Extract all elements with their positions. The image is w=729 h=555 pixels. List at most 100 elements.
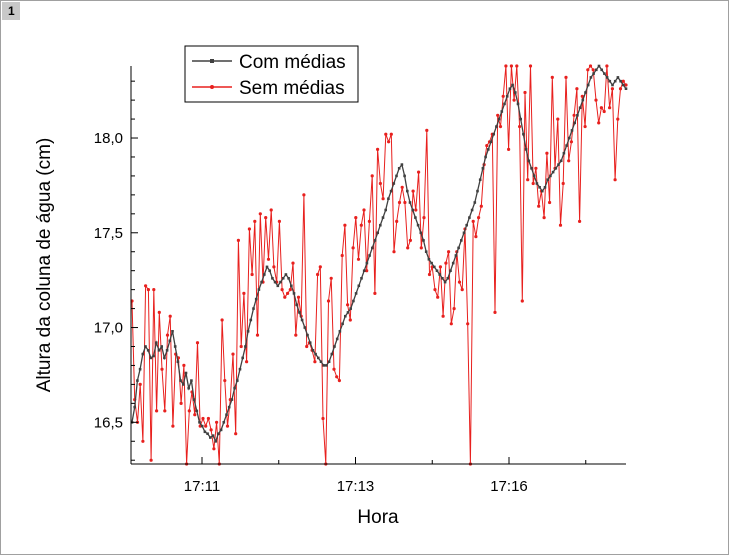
point-sem-medias (356, 257, 361, 261)
y-tick-label: 17,5 (94, 225, 123, 242)
point-sem-medias (231, 352, 235, 356)
point-sem-medias (392, 250, 396, 254)
point-sem-medias (283, 295, 287, 299)
point-com-medias (616, 76, 620, 79)
point-com-medias (263, 273, 266, 276)
point-com-medias (481, 167, 485, 170)
point-sem-medias (507, 147, 511, 151)
page-number-tab[interactable]: 1 (2, 2, 20, 20)
point-sem-medias (286, 291, 290, 295)
point-sem-medias (406, 246, 410, 250)
point-sem-medias (337, 379, 341, 383)
point-sem-medias (313, 360, 317, 364)
point-com-medias (141, 352, 145, 356)
point-sem-medias (201, 416, 205, 421)
x-tick-label: 17:11 (184, 478, 220, 495)
point-com-medias (389, 189, 393, 193)
point-com-medias (373, 239, 377, 242)
point-com-medias (217, 432, 220, 435)
point-com-medias (273, 280, 277, 284)
point-com-medias (535, 182, 539, 185)
point-sem-medias (144, 284, 148, 288)
x-tick-label: 17:13 (337, 478, 375, 495)
point-com-medias (136, 379, 139, 382)
point-com-medias (570, 129, 574, 132)
point-sem-medias (160, 367, 164, 371)
point-com-medias (403, 174, 406, 178)
point-sem-medias (618, 87, 623, 91)
point-sem-medias (152, 288, 156, 292)
point-sem-medias (485, 144, 489, 148)
point-sem-medias (509, 64, 513, 68)
point-com-medias (519, 117, 522, 121)
point-com-medias (379, 223, 382, 227)
point-sem-medias (580, 94, 584, 98)
point-sem-medias (362, 208, 366, 212)
point-com-medias (443, 280, 447, 284)
point-sem-medias (395, 219, 399, 223)
point-com-medias (576, 114, 579, 117)
point-sem-medias (608, 106, 612, 110)
point-com-medias (368, 254, 371, 257)
point-sem-medias (155, 409, 159, 413)
point-com-medias (298, 311, 301, 314)
point-com-medias (500, 110, 504, 113)
legend-label-com-medias: Com médias (239, 52, 346, 73)
point-sem-medias (204, 424, 208, 428)
point-com-medias (605, 76, 609, 79)
point-sem-medias (236, 238, 240, 242)
point-sem-medias (556, 117, 560, 121)
point-sem-medias (537, 204, 541, 208)
point-sem-medias (288, 288, 292, 292)
point-com-medias (406, 189, 409, 193)
point-com-medias (271, 277, 274, 280)
point-com-medias (522, 132, 525, 136)
point-com-medias (573, 121, 576, 125)
point-sem-medias (523, 90, 527, 95)
point-com-medias (581, 98, 585, 102)
point-com-medias (206, 432, 209, 435)
point-com-medias (230, 398, 234, 401)
point-sem-medias (264, 216, 268, 220)
point-sem-medias (376, 147, 380, 151)
point-com-medias (371, 246, 374, 250)
point-sem-medias (340, 253, 344, 258)
point-sem-medias (425, 128, 429, 132)
point-com-medias (144, 345, 147, 348)
point-com-medias (346, 311, 350, 314)
point-com-medias (187, 386, 190, 390)
point-com-medias (568, 136, 571, 140)
point-sem-medias (548, 200, 552, 205)
point-com-medias (543, 186, 547, 189)
point-com-medias (325, 364, 328, 367)
point-sem-medias (528, 64, 533, 68)
point-sem-medias (588, 64, 593, 68)
y-ticks: 16,5 17,0 17,5 18,0 (94, 80, 138, 461)
point-com-medias (357, 284, 361, 288)
point-com-medias (133, 405, 136, 409)
point-com-medias (624, 87, 628, 90)
point-sem-medias (179, 401, 183, 405)
point-sem-medias (441, 314, 445, 318)
point-com-medias (214, 440, 217, 443)
point-com-medias (306, 333, 309, 337)
point-sem-medias (321, 416, 325, 421)
point-sem-medias (471, 219, 475, 223)
point-com-medias (433, 265, 436, 269)
point-sem-medias (149, 458, 153, 462)
point-com-medias (241, 356, 244, 360)
point-com-medias (314, 352, 317, 356)
point-com-medias (303, 326, 307, 329)
y-tick-label: 17,0 (94, 320, 123, 337)
point-com-medias (295, 303, 298, 307)
point-sem-medias (381, 197, 385, 201)
point-com-medias (508, 87, 512, 90)
point-com-medias (395, 174, 398, 178)
point-sem-medias (417, 170, 421, 174)
point-sem-medias (370, 174, 374, 178)
point-sem-medias (403, 200, 407, 205)
point-sem-medias (436, 295, 440, 299)
point-sem-medias (326, 299, 331, 303)
point-com-medias (152, 354, 155, 358)
